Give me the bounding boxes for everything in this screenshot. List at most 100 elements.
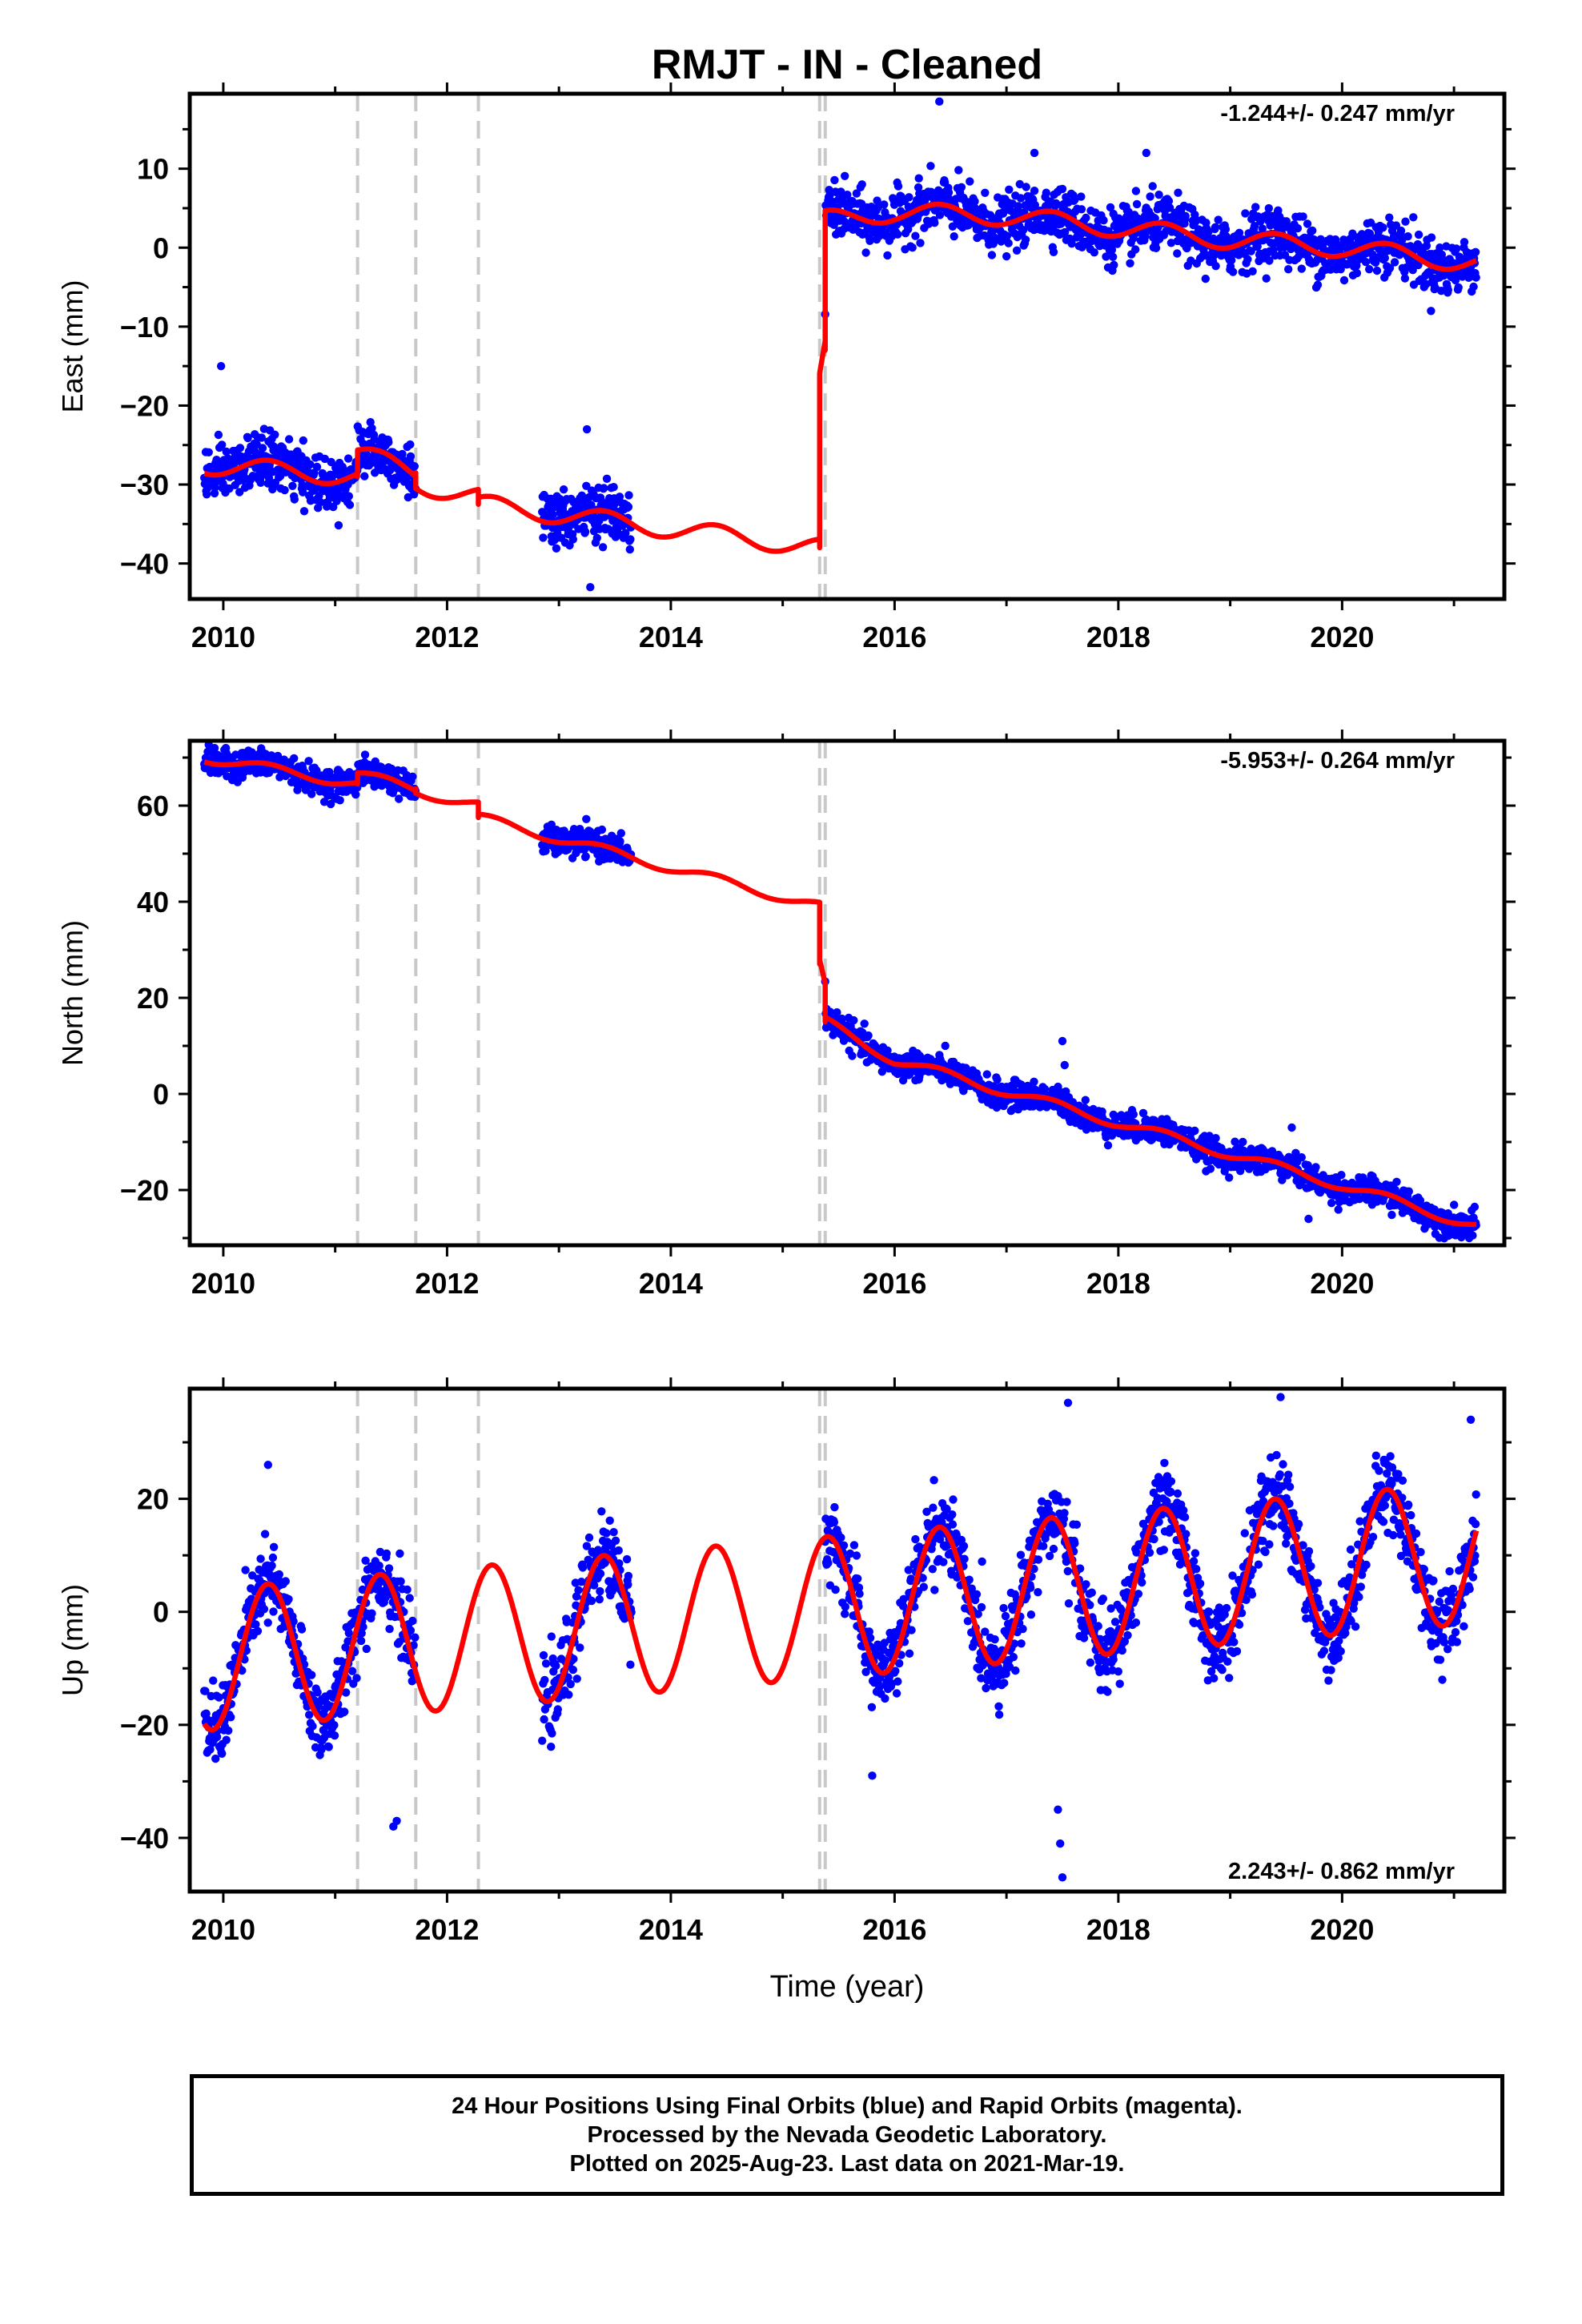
up-observation-point	[595, 1594, 604, 1604]
east-observation-point	[981, 188, 990, 197]
up-observation-point	[358, 1585, 367, 1594]
up-observation-point	[269, 1542, 279, 1552]
up-observation-point	[382, 1549, 391, 1558]
east-observation-point	[1469, 282, 1478, 292]
up-observation-point	[622, 1554, 632, 1564]
east-observation-point	[1166, 239, 1176, 247]
north-observation-point	[395, 794, 404, 803]
north-observation-point	[1311, 1163, 1320, 1172]
chart-title: RMJT - IN - Cleaned	[652, 42, 1042, 88]
north-observation-point	[335, 796, 344, 805]
east-observation-point	[367, 424, 376, 432]
east-observation-point	[1070, 195, 1079, 204]
east-observation-point	[957, 183, 966, 191]
up-observation-point	[259, 1605, 269, 1614]
east-observation-point	[1284, 265, 1293, 274]
east-observation-point	[1241, 209, 1250, 218]
up-observation-point	[935, 1534, 945, 1544]
east-observation-point	[1391, 221, 1401, 230]
east-observation-point	[1132, 199, 1142, 209]
up-observation-point	[375, 1562, 383, 1570]
east-observation-point	[625, 545, 634, 554]
east-observation-point	[1313, 280, 1323, 289]
east-observation-point	[256, 478, 265, 487]
east-observation-point	[1131, 245, 1140, 254]
east-observation-point	[1002, 231, 1012, 240]
up-observation-point	[895, 1659, 904, 1668]
up-observation-point	[905, 1649, 914, 1658]
up-observation-point	[305, 1711, 314, 1719]
east-observation-outlier	[1030, 148, 1039, 158]
up-observation-point	[977, 1602, 986, 1612]
east-observation-point	[299, 436, 307, 445]
up-observation-point	[344, 1629, 353, 1638]
east-rate-annotation: -1.244+/- 0.247 mm/yr	[1220, 101, 1455, 127]
up-observation-point	[552, 1661, 560, 1671]
up-observation-point	[841, 1610, 849, 1618]
east-observation-point	[883, 251, 892, 260]
up-observation-point	[837, 1533, 845, 1542]
east-observation-point	[857, 180, 866, 189]
up-observation-point	[824, 1558, 833, 1567]
east-observation-point	[1067, 239, 1076, 248]
east-observation-point	[1403, 232, 1412, 241]
up-observation-point	[241, 1566, 250, 1574]
east-observation-point	[1427, 307, 1435, 316]
east-observation-point	[1181, 211, 1190, 220]
east-observation-point	[1012, 246, 1022, 255]
up-observation-point	[854, 1583, 864, 1592]
north-observation-point	[304, 757, 313, 766]
east-observation-point	[1165, 203, 1174, 212]
east-observation-point	[830, 175, 839, 185]
east-observation-outlier	[1142, 148, 1151, 158]
east-observation-point	[1211, 223, 1220, 231]
east-observation-point	[1022, 183, 1030, 191]
north-observation-point	[1029, 1102, 1038, 1111]
east-observation-point	[1090, 248, 1099, 257]
up-observation-point	[403, 1585, 412, 1594]
up-observation-point	[841, 1602, 850, 1611]
east-observation-point	[1297, 264, 1307, 273]
east-observation-point	[299, 488, 307, 497]
north-y-axis-label: North (mm)	[56, 920, 89, 1066]
up-observation-point	[357, 1629, 366, 1638]
east-observation-points	[200, 97, 1480, 592]
north-observation-point	[1468, 1231, 1477, 1240]
up-observation-point	[289, 1617, 298, 1626]
north-x-tick-label: 2010	[191, 1267, 255, 1300]
up-observation-point	[317, 1745, 326, 1754]
east-observation-point	[1274, 206, 1283, 215]
east-observation-point	[299, 507, 309, 516]
east-observation-point	[1058, 184, 1067, 194]
up-observation-point	[853, 1574, 862, 1583]
east-observation-point	[935, 211, 945, 219]
east-observation-point	[211, 483, 219, 492]
up-observation-point	[948, 1510, 957, 1519]
north-panel: 2010 2012 2014 2016 2018 2020−200204060North …	[56, 730, 1516, 1300]
north-observation-point	[1430, 1205, 1439, 1214]
east-observation-point	[258, 444, 267, 452]
east-observation-point	[1265, 256, 1274, 265]
east-plot-frame	[187, 91, 1507, 601]
east-observation-point	[1262, 274, 1271, 283]
east-observation-point	[1211, 262, 1220, 271]
east-observation-point	[1110, 260, 1118, 270]
up-observation-point	[218, 1749, 227, 1758]
east-observation-point	[966, 177, 974, 186]
east-observation-point	[911, 231, 920, 240]
up-observation-point	[566, 1679, 575, 1689]
east-observation-point	[288, 481, 297, 490]
north-observation-point	[1392, 1177, 1401, 1187]
east-observation-point	[1400, 274, 1410, 283]
east-observation-point	[1435, 243, 1444, 252]
east-observation-point	[1146, 192, 1154, 201]
north-observation-point	[1098, 1107, 1106, 1116]
east-observation-point	[1148, 182, 1157, 191]
up-observation-point	[960, 1554, 969, 1563]
up-observation-point	[965, 1575, 974, 1584]
east-observation-point	[370, 435, 379, 444]
up-observation-point	[611, 1536, 620, 1546]
east-panel: 2010 2012 2014 2016 2018 2020−40−30−20−10010E…	[56, 82, 1516, 653]
